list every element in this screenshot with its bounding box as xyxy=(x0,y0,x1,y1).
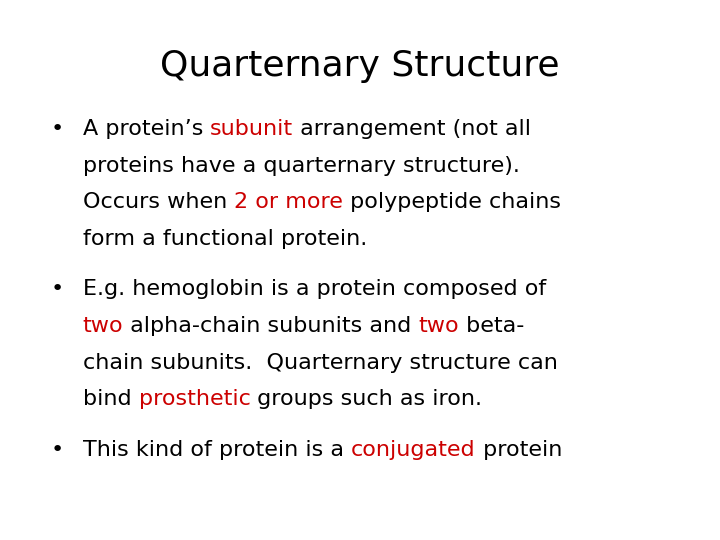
Text: •: • xyxy=(50,279,63,299)
Text: beta-: beta- xyxy=(459,316,525,336)
Text: subunit: subunit xyxy=(210,119,294,139)
Text: E.g. hemoglobin is a protein composed of: E.g. hemoglobin is a protein composed of xyxy=(83,279,546,299)
Text: •: • xyxy=(50,119,63,139)
Text: prosthetic: prosthetic xyxy=(138,389,251,409)
Text: A protein’s: A protein’s xyxy=(83,119,210,139)
Text: two: two xyxy=(419,316,459,336)
Text: proteins have a quarternary structure).: proteins have a quarternary structure). xyxy=(83,156,520,176)
Text: polypeptide chains: polypeptide chains xyxy=(343,192,561,212)
Text: Quarternary Structure: Quarternary Structure xyxy=(161,49,559,83)
Text: form a functional protein.: form a functional protein. xyxy=(83,229,367,249)
Text: bind: bind xyxy=(83,389,138,409)
Text: protein: protein xyxy=(475,440,562,460)
Text: •: • xyxy=(50,440,63,460)
Text: arrangement (not all: arrangement (not all xyxy=(294,119,531,139)
Text: Occurs when: Occurs when xyxy=(83,192,234,212)
Text: groups such as iron.: groups such as iron. xyxy=(251,389,482,409)
Text: alpha-chain subunits and: alpha-chain subunits and xyxy=(123,316,419,336)
Text: chain subunits.  Quarternary structure can: chain subunits. Quarternary structure ca… xyxy=(83,353,558,373)
Text: two: two xyxy=(83,316,123,336)
Text: conjugated: conjugated xyxy=(351,440,475,460)
Text: This kind of protein is a: This kind of protein is a xyxy=(83,440,351,460)
Text: 2 or more: 2 or more xyxy=(234,192,343,212)
